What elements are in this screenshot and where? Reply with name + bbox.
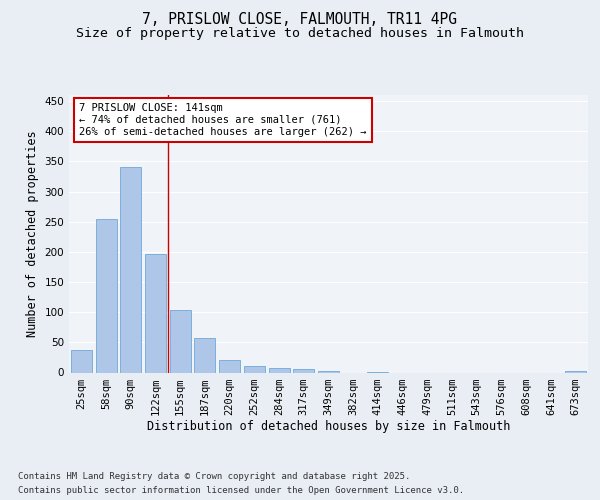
Text: 7 PRISLOW CLOSE: 141sqm
← 74% of detached houses are smaller (761)
26% of semi-d: 7 PRISLOW CLOSE: 141sqm ← 74% of detache…	[79, 104, 367, 136]
X-axis label: Distribution of detached houses by size in Falmouth: Distribution of detached houses by size …	[147, 420, 510, 434]
Bar	[318, 370, 339, 372]
Text: Contains HM Land Registry data © Crown copyright and database right 2025.: Contains HM Land Registry data © Crown c…	[18, 472, 410, 481]
Text: Contains public sector information licensed under the Open Government Licence v3: Contains public sector information licen…	[18, 486, 464, 495]
Bar	[269, 368, 290, 372]
Bar	[71, 350, 92, 372]
Text: Size of property relative to detached houses in Falmouth: Size of property relative to detached ho…	[76, 28, 524, 40]
Bar	[95, 218, 116, 372]
Bar	[170, 310, 191, 372]
Bar	[194, 338, 215, 372]
Bar	[244, 366, 265, 372]
Y-axis label: Number of detached properties: Number of detached properties	[26, 130, 39, 337]
Text: 7, PRISLOW CLOSE, FALMOUTH, TR11 4PG: 7, PRISLOW CLOSE, FALMOUTH, TR11 4PG	[143, 12, 458, 28]
Bar	[120, 168, 141, 372]
Bar	[219, 360, 240, 372]
Bar	[145, 254, 166, 372]
Bar	[293, 370, 314, 372]
